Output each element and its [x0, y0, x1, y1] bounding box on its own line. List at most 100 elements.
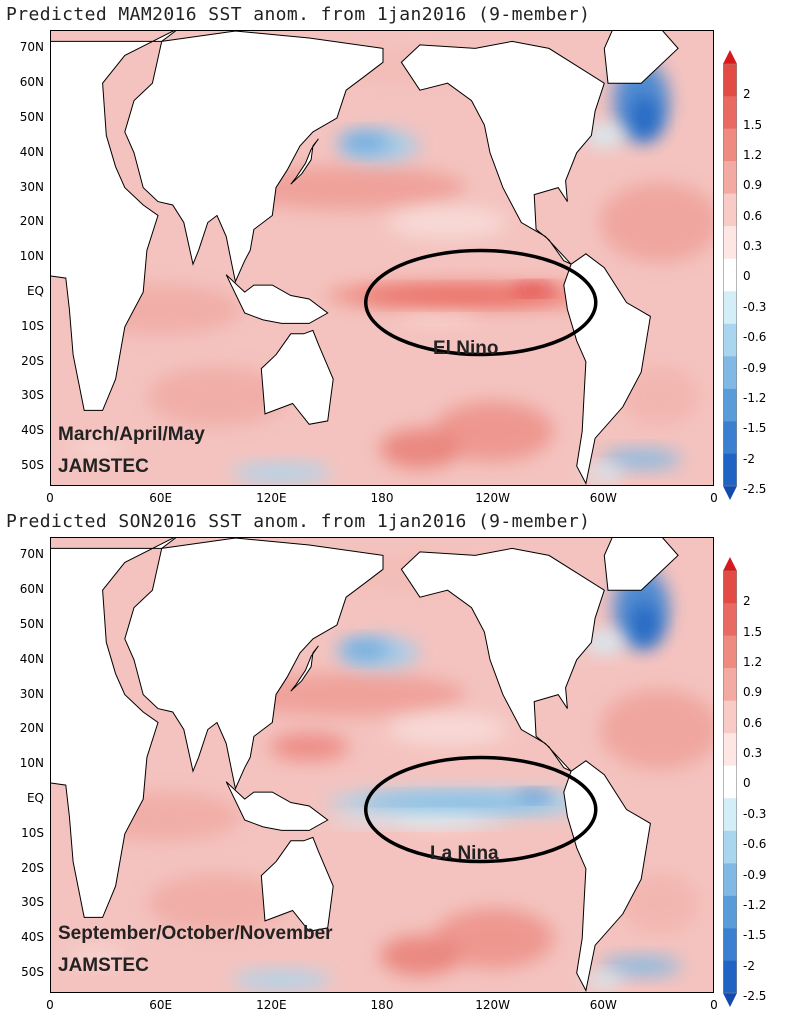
colorbar-swatch: [723, 765, 737, 799]
la-nina-label: La Nina: [430, 843, 499, 864]
colorbar: [723, 50, 737, 500]
colorbar-cap: [723, 993, 737, 1007]
lat-tick-label: 40N: [19, 144, 44, 159]
colorbar-swatch: [723, 863, 737, 896]
agency-label: JAMSTEC: [58, 456, 149, 477]
lat-tick-label: 20S: [21, 860, 44, 875]
season-label: September/October/November: [58, 923, 333, 944]
colorbar-cap: [723, 557, 737, 571]
lat-tick-label: 50S: [21, 458, 44, 473]
colorbar-tick-label: -2.5: [743, 481, 767, 496]
colorbar-tick-label: -0.3: [743, 806, 767, 821]
lat-tick-label: 50N: [19, 617, 44, 632]
el-nino-label: El Nino: [433, 338, 499, 359]
colorbar-tick-label: 1.5: [743, 624, 763, 639]
colorbar-tick-label: 1.5: [743, 117, 763, 132]
colorbar-tick-label: -0.3: [743, 299, 767, 314]
lat-tick-label: 30N: [19, 686, 44, 701]
lat-tick-label: 50N: [19, 110, 44, 125]
lat-tick-label: 20S: [21, 353, 44, 368]
colorbar-tick-label: -2.5: [743, 988, 767, 1003]
colorbar-swatch: [723, 64, 737, 97]
colorbar-swatch: [723, 895, 737, 929]
colorbar-swatch: [723, 798, 737, 831]
forecast-panel-mam: Predicted MAM2016 SST anom. from 1jan201…: [6, 4, 767, 505]
colorbar-tick-label: 2: [743, 594, 751, 609]
colorbar-swatch: [723, 226, 737, 259]
colorbar-swatch: [723, 421, 737, 454]
lat-tick-label: 10S: [21, 318, 44, 333]
lat-tick-label: 40S: [21, 930, 44, 945]
sst-anomaly-map: [50, 537, 714, 993]
colorbar-tick-label: 0.9: [743, 178, 763, 193]
lat-tick-label: EQ: [26, 791, 44, 806]
lon-tick-label: 0: [46, 491, 54, 505]
sst-anomaly-map: [50, 30, 714, 486]
colorbar-tick-label: 0.9: [743, 685, 763, 700]
colorbar-tick-label: -1.2: [743, 390, 767, 405]
colorbar: [723, 557, 737, 1007]
lat-tick-label: 10N: [19, 249, 44, 264]
lat-tick-label: 50S: [21, 965, 44, 980]
lat-tick-label: EQ: [26, 284, 44, 299]
lon-tick-label: 120W: [475, 998, 511, 1012]
colorbar-tick-label: -1.2: [743, 897, 767, 912]
colorbar-tick-label: 2: [743, 87, 751, 102]
colorbar-tick-label: -2: [743, 958, 755, 973]
lat-tick-label: 10S: [21, 825, 44, 840]
colorbar-swatch: [723, 733, 737, 766]
lon-tick-label: 120E: [256, 998, 287, 1012]
colorbar-swatch: [723, 96, 737, 129]
lat-tick-label: 30S: [21, 895, 44, 910]
colorbar-swatch: [723, 635, 737, 669]
panel-title: Predicted SON2016 SST anom. from 1jan201…: [6, 511, 591, 532]
colorbar-cap: [723, 486, 737, 500]
lon-tick-label: 60E: [149, 491, 173, 505]
colorbar-tick-label: -0.9: [743, 360, 767, 375]
colorbar-swatch: [723, 830, 737, 864]
colorbar-tick-label: 0.3: [743, 239, 763, 254]
colorbar-tick-label: 1.2: [743, 655, 763, 670]
lat-tick-label: 20N: [19, 214, 44, 229]
lat-tick-label: 40N: [19, 651, 44, 666]
lat-tick-label: 10N: [19, 756, 44, 771]
colorbar-swatch: [723, 291, 737, 324]
colorbar-tick-label: -0.6: [743, 330, 767, 345]
lon-tick-label: 60W: [589, 998, 617, 1012]
colorbar-swatch: [723, 700, 737, 734]
sst-map-graphic: [51, 538, 713, 992]
colorbar-swatch: [723, 128, 737, 162]
colorbar-swatch: [723, 323, 737, 357]
lon-tick-label: 0: [46, 998, 54, 1012]
colorbar-swatch: [723, 571, 737, 604]
colorbar-swatch: [723, 453, 737, 486]
colorbar-swatch: [723, 928, 737, 961]
lon-tick-label: 120E: [256, 491, 287, 505]
lat-tick-label: 70N: [19, 40, 44, 55]
lat-tick-label: 60N: [19, 75, 44, 90]
lon-tick-label: 180: [370, 998, 394, 1012]
colorbar-tick-label: 1.2: [743, 148, 763, 163]
lon-tick-label: 0: [710, 998, 718, 1012]
colorbar-swatch: [723, 960, 737, 993]
season-label: March/April/May: [58, 424, 205, 445]
colorbar-tick-label: -2: [743, 451, 755, 466]
lon-tick-label: 120W: [475, 491, 511, 505]
lat-tick-label: 30N: [19, 179, 44, 194]
lon-tick-label: 0: [710, 491, 718, 505]
colorbar-tick-label: 0: [743, 269, 751, 284]
colorbar-swatch: [723, 603, 737, 636]
colorbar-swatch: [723, 193, 737, 227]
colorbar-tick-label: 0: [743, 776, 751, 791]
colorbar-swatch: [723, 388, 737, 422]
colorbar-swatch: [723, 356, 737, 389]
panel-title: Predicted MAM2016 SST anom. from 1jan201…: [6, 4, 591, 25]
lat-tick-label: 60N: [19, 582, 44, 597]
colorbar-tick-label: -1.5: [743, 421, 767, 436]
lat-tick-label: 20N: [19, 721, 44, 736]
colorbar-tick-label: 0.6: [743, 715, 763, 730]
colorbar-swatch: [723, 258, 737, 292]
lon-tick-label: 60W: [589, 491, 617, 505]
lat-tick-label: 40S: [21, 423, 44, 438]
colorbar-tick-label: -1.5: [743, 928, 767, 943]
